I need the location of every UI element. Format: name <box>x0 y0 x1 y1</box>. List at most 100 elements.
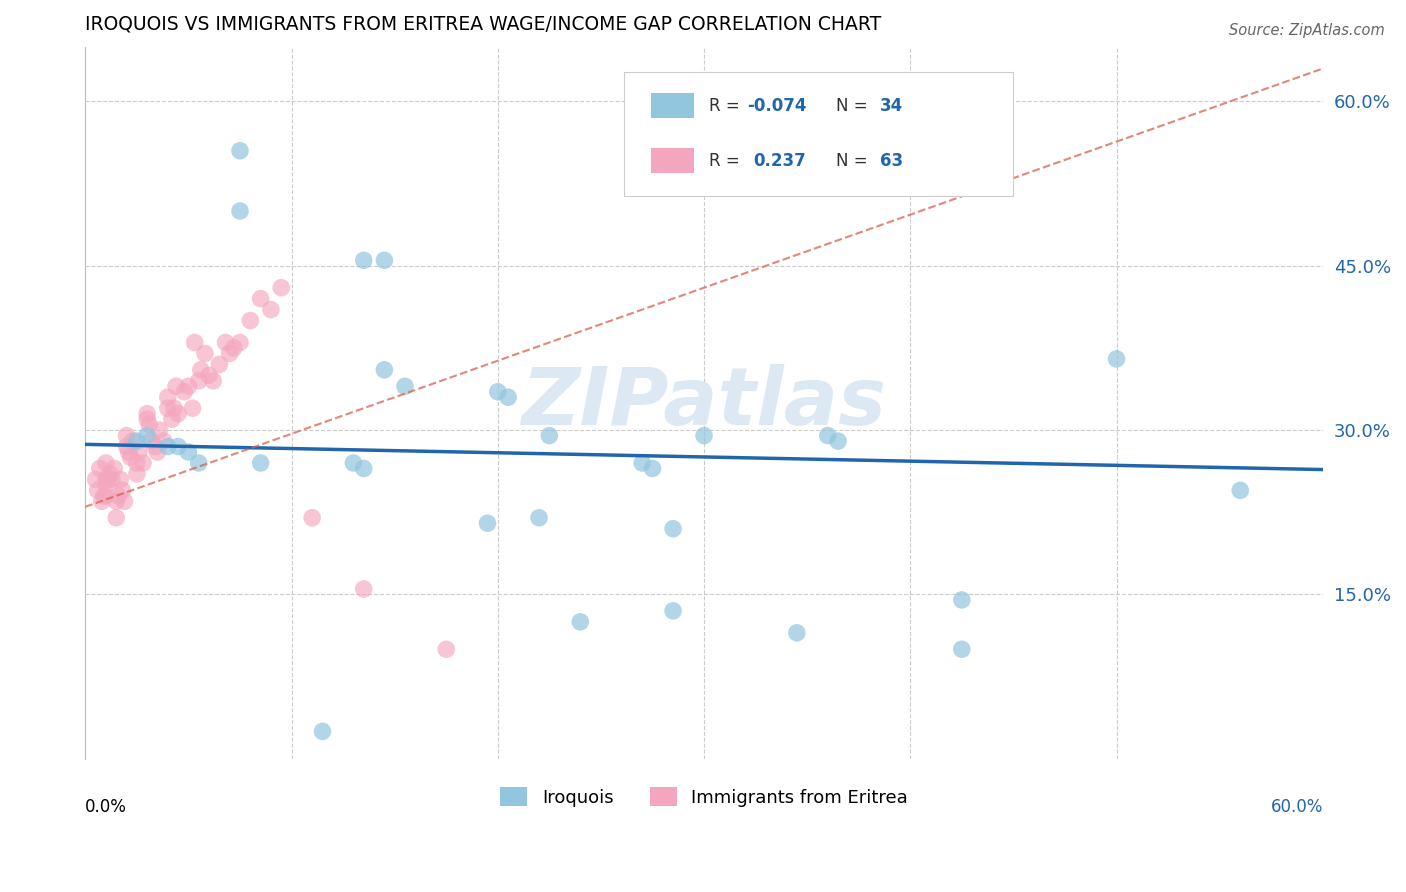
Point <box>183 335 205 350</box>
Point <box>94 456 117 470</box>
Point <box>527 510 550 524</box>
Point <box>105 494 128 508</box>
Point <box>631 456 654 470</box>
Point <box>641 461 664 475</box>
Point <box>353 461 375 475</box>
Point <box>950 642 973 657</box>
Point <box>190 363 212 377</box>
Point <box>90 494 112 508</box>
Text: Source: ZipAtlas.com: Source: ZipAtlas.com <box>1229 23 1385 38</box>
Point <box>249 292 271 306</box>
Point <box>353 582 375 596</box>
Point <box>394 379 416 393</box>
Point <box>202 374 225 388</box>
Point <box>181 401 204 416</box>
Point <box>662 522 685 536</box>
Point <box>115 440 138 454</box>
Point <box>107 489 129 503</box>
Point <box>198 368 221 383</box>
Point <box>662 604 685 618</box>
Point <box>160 412 183 426</box>
Point <box>128 445 150 459</box>
Point <box>110 472 132 486</box>
Point <box>187 374 209 388</box>
Point <box>187 456 209 470</box>
Point <box>1229 483 1251 498</box>
Point <box>229 144 252 158</box>
Point <box>120 450 142 465</box>
Text: 60.0%: 60.0% <box>1271 798 1323 816</box>
Point <box>173 384 195 399</box>
Point <box>94 478 117 492</box>
Point <box>214 335 236 350</box>
Point <box>301 510 323 524</box>
Point <box>121 434 143 448</box>
FancyBboxPatch shape <box>624 71 1014 196</box>
Point <box>194 346 217 360</box>
Point <box>163 401 186 416</box>
Point <box>136 407 159 421</box>
Point <box>141 434 163 448</box>
Point <box>1105 351 1128 366</box>
FancyBboxPatch shape <box>651 148 695 173</box>
Text: -0.074: -0.074 <box>748 96 807 115</box>
Point <box>84 472 107 486</box>
Text: N =: N = <box>837 152 873 169</box>
Point <box>260 302 283 317</box>
Point <box>538 428 561 442</box>
Point <box>97 472 120 486</box>
Point <box>270 281 292 295</box>
Point <box>152 434 174 448</box>
Point <box>693 428 716 442</box>
Point <box>103 461 125 475</box>
Text: 63: 63 <box>880 152 903 169</box>
Point <box>208 357 231 371</box>
Point <box>138 417 160 432</box>
Point <box>569 615 592 629</box>
Point <box>93 489 115 503</box>
Point <box>94 489 117 503</box>
Point <box>786 625 808 640</box>
Point <box>177 379 200 393</box>
Text: R =: R = <box>709 152 751 169</box>
Text: R =: R = <box>709 96 745 115</box>
Point <box>94 472 117 486</box>
Point <box>167 407 190 421</box>
Point <box>111 483 134 498</box>
Point <box>353 253 375 268</box>
Point <box>222 341 245 355</box>
Point <box>101 472 124 486</box>
Point <box>136 412 159 426</box>
Point <box>167 440 190 454</box>
Point <box>89 461 111 475</box>
Point <box>950 593 973 607</box>
Text: N =: N = <box>837 96 873 115</box>
Point <box>239 313 262 327</box>
Text: IROQUOIS VS IMMIGRANTS FROM ERITREA WAGE/INCOME GAP CORRELATION CHART: IROQUOIS VS IMMIGRANTS FROM ERITREA WAGE… <box>86 15 882 34</box>
Point <box>477 516 499 531</box>
Text: 0.0%: 0.0% <box>86 798 127 816</box>
Text: ZIPatlas: ZIPatlas <box>522 364 887 442</box>
Point <box>156 401 179 416</box>
Point <box>136 428 159 442</box>
Point <box>146 445 169 459</box>
Text: 0.237: 0.237 <box>754 152 806 169</box>
Point <box>156 390 179 404</box>
Point <box>145 440 167 454</box>
Point <box>125 456 148 470</box>
Point <box>117 445 139 459</box>
Point <box>86 483 108 498</box>
Point <box>827 434 849 448</box>
Point <box>434 642 457 657</box>
Point <box>132 456 155 470</box>
Point <box>105 510 128 524</box>
Point <box>114 494 136 508</box>
Point <box>125 467 148 481</box>
Point <box>229 335 252 350</box>
Point <box>165 379 187 393</box>
Point <box>373 363 395 377</box>
Point <box>156 440 179 454</box>
Point <box>373 253 395 268</box>
Point <box>115 428 138 442</box>
Point <box>496 390 519 404</box>
